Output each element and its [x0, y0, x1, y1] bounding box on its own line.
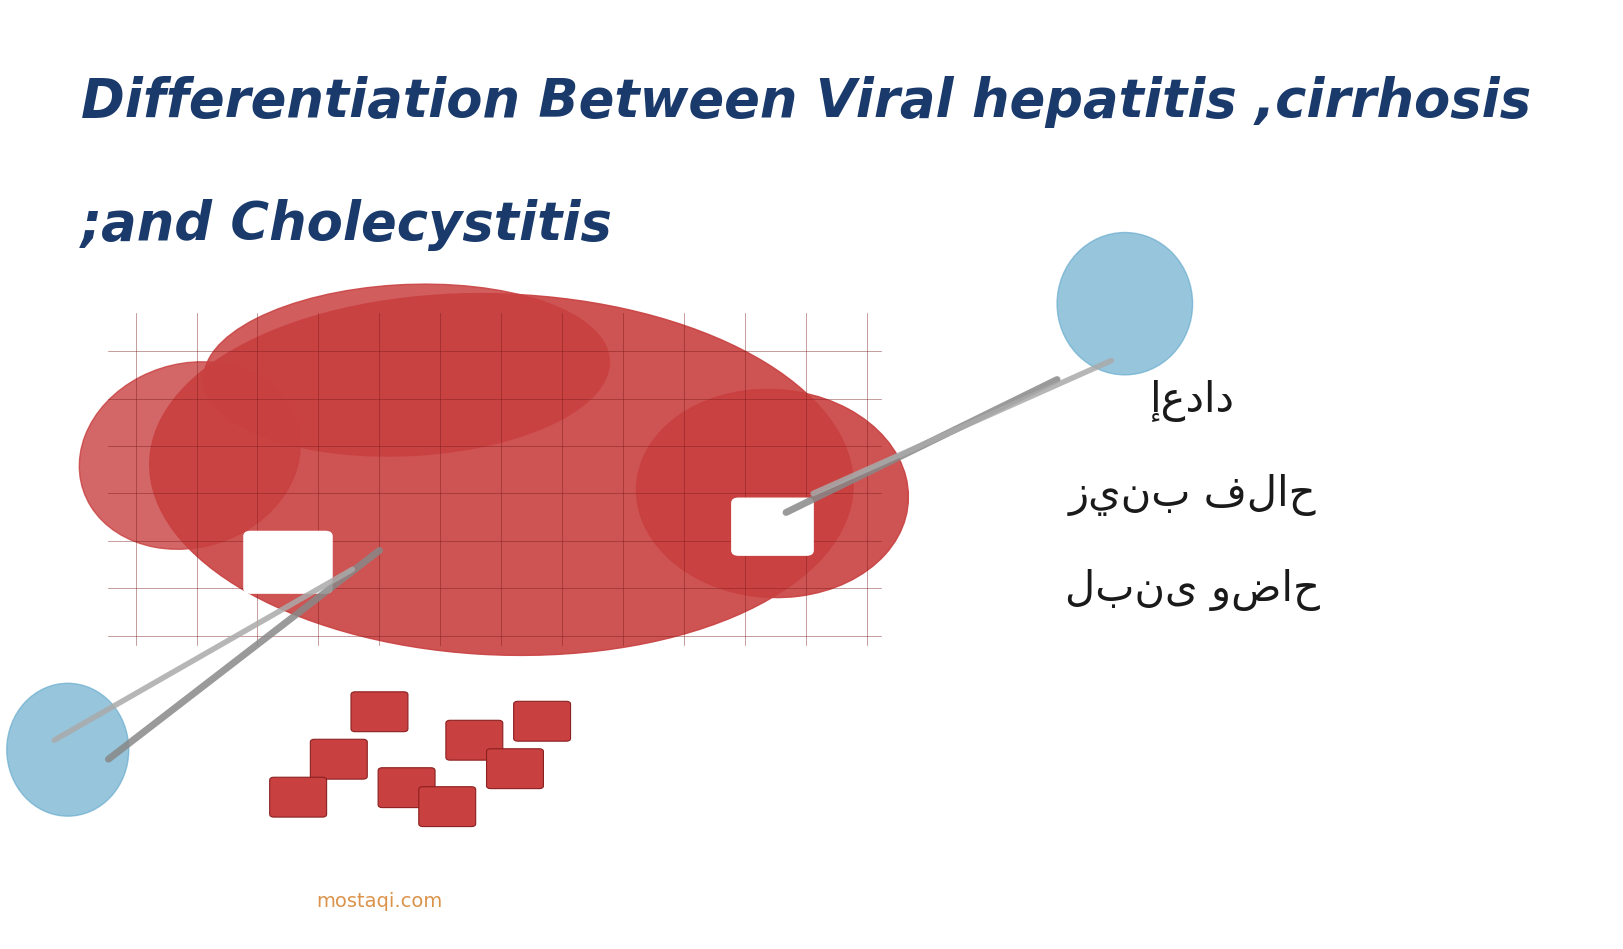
Ellipse shape	[6, 683, 128, 816]
Text: ;and Cholecystitis: ;and Cholecystitis	[81, 199, 613, 251]
Text: Differentiation Between Viral hepatitis ,cirrhosis: Differentiation Between Viral hepatitis …	[81, 76, 1532, 128]
FancyBboxPatch shape	[446, 720, 503, 760]
Text: زينب فلاح: زينب فلاح	[1070, 474, 1316, 516]
FancyBboxPatch shape	[269, 777, 326, 817]
Text: لبنى وضاح: لبنى وضاح	[1065, 569, 1319, 611]
Text: إعداد: إعداد	[1151, 380, 1235, 421]
FancyBboxPatch shape	[310, 739, 367, 779]
Ellipse shape	[204, 284, 609, 456]
FancyBboxPatch shape	[513, 701, 571, 741]
Ellipse shape	[80, 362, 300, 549]
FancyBboxPatch shape	[378, 768, 435, 808]
FancyBboxPatch shape	[351, 692, 407, 732]
Ellipse shape	[636, 389, 909, 598]
Ellipse shape	[1057, 233, 1193, 375]
FancyBboxPatch shape	[419, 787, 476, 827]
FancyBboxPatch shape	[487, 749, 544, 789]
Text: mostaqi.com: mostaqi.com	[316, 892, 443, 911]
FancyBboxPatch shape	[732, 498, 813, 555]
Ellipse shape	[149, 293, 854, 656]
FancyBboxPatch shape	[243, 531, 333, 593]
